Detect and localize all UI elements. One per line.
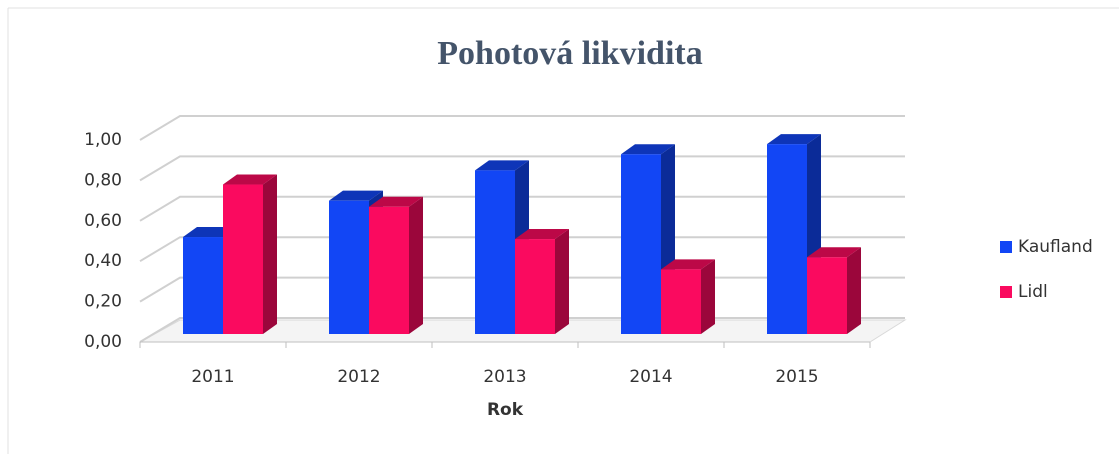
bar-top <box>767 134 821 145</box>
y-tick-label: 0,40 <box>84 251 122 271</box>
legend-label: Kaufland <box>1018 237 1093 257</box>
bar-top <box>223 174 277 185</box>
bar-side <box>847 247 861 334</box>
bar <box>621 154 661 334</box>
x-tick-label: 2014 <box>629 367 672 387</box>
legend-swatch <box>1000 241 1012 253</box>
bar-top <box>369 196 423 207</box>
bar-top <box>621 144 675 155</box>
bar-top <box>661 259 715 270</box>
y-tick-label: 1,00 <box>84 130 122 150</box>
bar-top <box>807 247 861 258</box>
y-tick-label: 0,60 <box>84 211 122 231</box>
x-tick-label: 2013 <box>483 367 526 387</box>
bar <box>475 170 515 334</box>
bar-side <box>263 174 277 334</box>
y-tick-label: 0,80 <box>84 170 122 190</box>
chart-title: Pohotová likvidita <box>437 35 702 72</box>
y-tick-label: 0,20 <box>84 292 122 312</box>
bar-top <box>515 229 569 240</box>
bar <box>807 257 847 334</box>
bar <box>223 184 263 334</box>
bar-side <box>555 229 569 334</box>
x-tick-label: 2015 <box>775 367 818 387</box>
bar <box>767 144 807 334</box>
bar <box>183 237 223 334</box>
legend-label: Lidl <box>1018 282 1048 302</box>
legend-swatch <box>1000 286 1012 298</box>
x-axis-label: Rok <box>487 400 524 420</box>
bar <box>369 206 409 334</box>
bar-top <box>329 190 383 201</box>
x-tick-label: 2012 <box>337 367 380 387</box>
y-tick-label: 0,00 <box>84 332 122 352</box>
bar <box>515 239 555 334</box>
bar-side <box>409 196 423 334</box>
bar-side <box>701 259 715 334</box>
x-tick-label: 2011 <box>191 367 234 387</box>
grid-line <box>139 115 905 141</box>
bar <box>661 269 701 334</box>
bar-top <box>475 160 529 171</box>
bar <box>329 200 369 334</box>
